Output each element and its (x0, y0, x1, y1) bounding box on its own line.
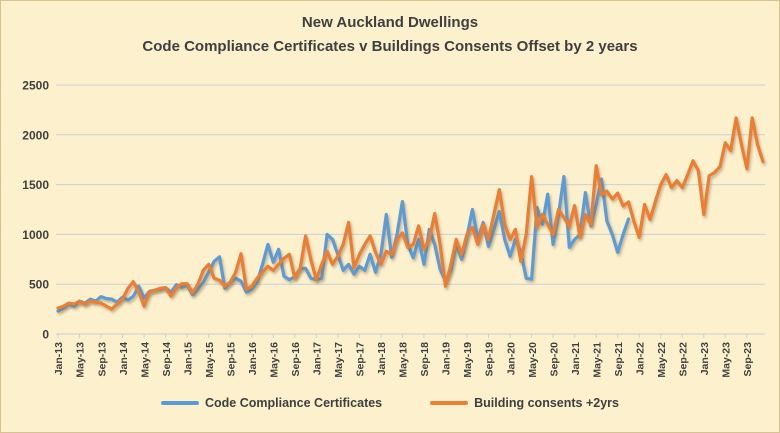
y-axis-label: 0 (42, 328, 49, 342)
x-axis-label: May-17 (333, 342, 345, 378)
x-axis-label: Sep-16 (290, 342, 302, 377)
y-axis-label: 2500 (22, 79, 49, 93)
x-axis-label: Jan-17 (312, 342, 324, 375)
x-axis-label: May-21 (591, 342, 603, 378)
x-axis-label: Jan-21 (570, 342, 582, 375)
consents-line-swatch (430, 400, 469, 406)
x-axis-label: Sep-22 (677, 342, 689, 377)
x-axis-label: Jan-16 (247, 342, 259, 375)
x-axis-label: Jan-22 (634, 342, 646, 375)
x-axis-label: Sep-23 (742, 342, 754, 377)
x-axis-label: May-22 (656, 342, 668, 378)
x-axis-label: Jan-23 (699, 342, 711, 375)
legend-item-ccc: Code Compliance Certificates (161, 396, 382, 410)
y-axis-label: 1000 (22, 228, 49, 242)
x-axis-label: May-20 (527, 342, 539, 378)
ccc-legend-label: Code Compliance Certificates (205, 396, 383, 410)
x-axis-label: Jan-13 (53, 342, 65, 375)
chart-title: New Auckland Dwellings Code Compliance C… (1, 11, 779, 59)
x-axis-label: Sep-14 (161, 342, 173, 377)
x-axis-label: May-18 (398, 342, 410, 378)
y-axis-label: 2000 (22, 128, 49, 142)
x-axis-label: Jan-15 (182, 342, 194, 375)
y-axis-label: 1500 (22, 178, 49, 192)
x-axis-label: Jan-19 (441, 342, 453, 375)
consents-legend-label: Building consents +2yrs (474, 396, 619, 410)
legend: Code Compliance Certificates Building co… (1, 396, 779, 410)
x-axis-label: Jan-20 (505, 342, 517, 375)
x-axis-label: Sep-19 (484, 342, 496, 377)
x-axis-label: Sep-21 (613, 342, 625, 377)
x-axis-label: Sep-13 (96, 342, 108, 377)
x-axis-label: May-23 (721, 342, 733, 378)
x-axis-label: Sep-17 (355, 342, 367, 377)
x-axis-label: Jan-14 (118, 342, 130, 375)
x-axis-label: Sep-15 (225, 342, 237, 377)
x-axis-label: Sep-18 (419, 342, 431, 377)
legend-item-consents: Building consents +2yrs (430, 396, 619, 410)
chart-title-line-2: Code Compliance Certificates v Buildings… (142, 38, 638, 55)
x-axis-label: May-14 (139, 342, 151, 378)
x-axis-label: May-13 (75, 342, 87, 378)
ccc-line-swatch (161, 400, 199, 406)
y-axis-label: 500 (29, 278, 49, 292)
x-axis-label: Sep-20 (548, 342, 560, 377)
x-axis-label: May-15 (204, 342, 216, 378)
x-axis-label: May-19 (462, 342, 474, 378)
x-axis-label: Jan-18 (376, 342, 388, 375)
x-axis-label: May-16 (268, 342, 280, 378)
consents-series-line (56, 116, 765, 311)
chart-title-line-1: New Auckland Dwellings (301, 14, 479, 31)
